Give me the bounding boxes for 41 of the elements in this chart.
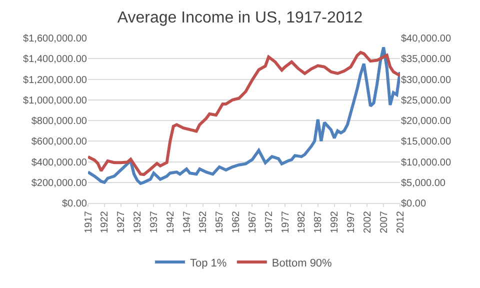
y-tick-label: $1,200,000.00 xyxy=(23,74,88,86)
y2-tick-label: $35,000.00 xyxy=(401,54,452,66)
x-tick-label: 1982 xyxy=(296,210,308,234)
x-tick-label: 1957 xyxy=(214,210,226,234)
x-tick-label: 1937 xyxy=(148,210,160,234)
y2-tick-label: $10,000.00 xyxy=(401,157,452,168)
x-tick-label: 1927 xyxy=(116,210,128,234)
legend-label: Bottom 90% xyxy=(272,257,332,270)
y-tick-label: $1,600,000.00 xyxy=(23,34,88,44)
y-tick-label: $400,000.00 xyxy=(31,157,88,168)
y2-tick-label: $40,000.00 xyxy=(401,34,452,44)
y2-tick-label: $5,000.00 xyxy=(401,178,446,189)
x-tick-label: 1997 xyxy=(346,210,357,234)
y-tick-label: $1,000,000.00 xyxy=(23,95,88,106)
x-tick-label: 1967 xyxy=(247,210,258,234)
x-tick-label: 2012 xyxy=(395,210,406,234)
y-tick-label: $800,000.00 xyxy=(31,116,88,127)
x-tick-label: 1947 xyxy=(182,210,193,234)
x-tick-label: 1962 xyxy=(231,210,242,234)
y-tick-label: $0.00 xyxy=(62,198,88,210)
y2-tick-label: $0.00 xyxy=(401,198,426,210)
y-tick-label: $600,000.00 xyxy=(31,136,88,148)
x-tick-label: 1992 xyxy=(330,210,341,234)
legend-label: Top 1% xyxy=(190,257,227,270)
x-tick-label: 1977 xyxy=(280,210,292,234)
y-tick-label: $1,400,000.00 xyxy=(23,54,88,66)
x-tick-label: 1987 xyxy=(313,210,324,234)
y2-tick-label: $15,000.00 xyxy=(401,136,452,148)
chart-title: Average Income in US, 1917-2012 xyxy=(117,10,363,27)
x-tick-label: 1972 xyxy=(264,210,275,234)
y2-tick-label: $25,000.00 xyxy=(401,95,452,106)
x-tick-label: 1922 xyxy=(100,210,111,234)
x-tick-label: 2007 xyxy=(378,210,390,234)
y2-tick-label: $30,000.00 xyxy=(401,74,452,86)
x-tick-label: 1942 xyxy=(165,210,176,234)
x-tick-label: 2002 xyxy=(362,210,374,234)
y-tick-label: $200,000.00 xyxy=(31,178,88,189)
x-tick-label: 1932 xyxy=(132,210,144,234)
x-tick-label: 1917 xyxy=(83,210,94,234)
y2-tick-label: $20,000.00 xyxy=(401,116,452,127)
x-tick-label: 1952 xyxy=(198,210,210,234)
